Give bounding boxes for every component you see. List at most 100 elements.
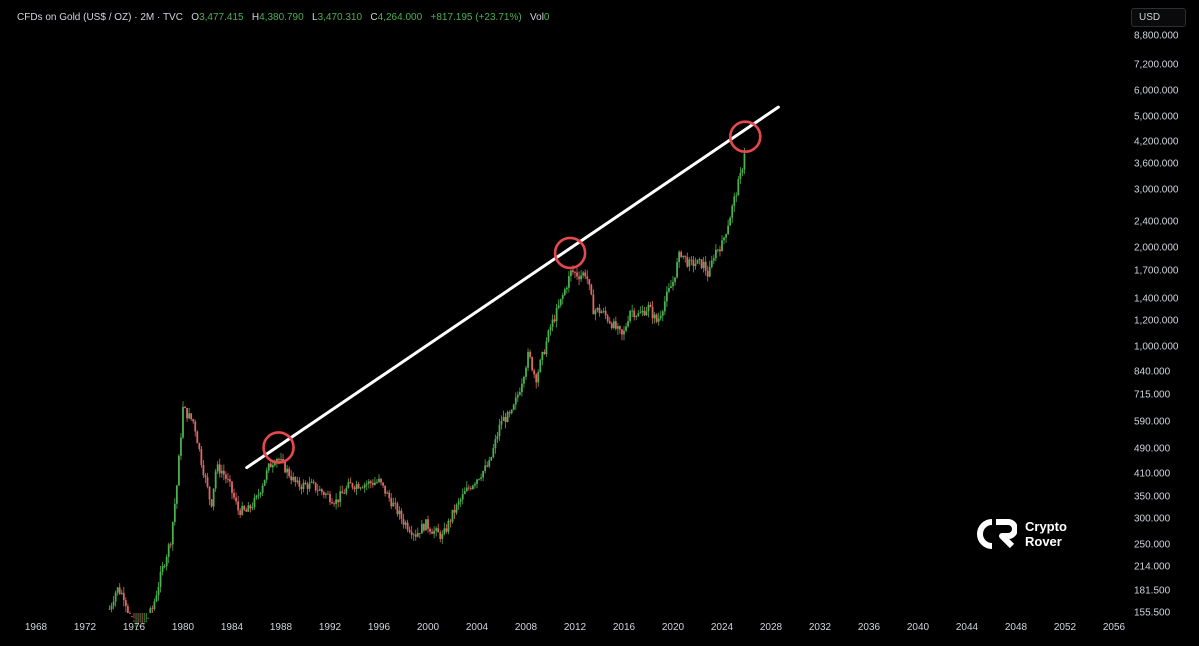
- candle-body: [200, 449, 203, 465]
- candle-body: [294, 476, 297, 483]
- close-value: 4,264.000: [377, 12, 423, 23]
- candle-body: [345, 487, 348, 494]
- candle-body: [167, 544, 170, 557]
- candle-body: [147, 617, 150, 619]
- candle-body: [498, 424, 501, 437]
- candle-body: [506, 412, 509, 423]
- candle-body: [290, 476, 293, 481]
- candle-body: [316, 490, 319, 492]
- candle-body: [402, 518, 405, 525]
- trendline[interactable]: [245, 105, 780, 470]
- candle-body: [129, 613, 131, 614]
- candle-body: [131, 616, 133, 617]
- currency-button[interactable]: USD: [1131, 8, 1186, 27]
- touch-point-circle[interactable]: [553, 236, 587, 270]
- candle-body: [629, 310, 632, 322]
- candle-body: [155, 595, 158, 602]
- candle-body: [159, 571, 162, 587]
- candle-body: [614, 321, 617, 329]
- candle-body: [649, 304, 652, 307]
- candle-body: [112, 601, 115, 606]
- candle-body: [731, 205, 734, 218]
- candle-body: [153, 601, 156, 609]
- candle-body: [304, 482, 307, 485]
- candle-body: [496, 436, 499, 440]
- candle-body: [549, 326, 552, 331]
- candle-body: [606, 315, 609, 322]
- touch-point-circle[interactable]: [728, 120, 762, 154]
- candle-body: [182, 406, 184, 438]
- candle-body: [529, 351, 531, 358]
- candle-body: [447, 520, 450, 532]
- watermark-line-1: Crypto: [1025, 519, 1067, 534]
- candle-body: [137, 629, 139, 631]
- candle-body: [737, 179, 740, 196]
- candle-body: [341, 491, 344, 494]
- candle-body: [300, 486, 303, 490]
- candle-body: [204, 475, 207, 478]
- candle-body: [535, 374, 538, 383]
- candle-body: [418, 533, 421, 534]
- candle-body: [494, 439, 497, 449]
- candle-body: [455, 504, 458, 513]
- candle-body: [284, 461, 286, 473]
- price-tick-label: 1,700.000: [1134, 265, 1179, 277]
- candle-body: [486, 465, 489, 467]
- candle-body: [547, 330, 550, 342]
- year-tick-label: 2024: [710, 622, 734, 633]
- candle-body: [339, 491, 342, 503]
- candle-body: [708, 267, 711, 277]
- candle-body: [729, 217, 732, 226]
- candle-body: [143, 623, 146, 625]
- touch-point-circle[interactable]: [262, 431, 295, 464]
- candle-body: [259, 492, 262, 495]
- candle-body: [196, 431, 199, 444]
- candle-body: [145, 621, 148, 623]
- price-tick-label: 1,400.000: [1134, 293, 1179, 305]
- candle-body: [553, 319, 556, 322]
- candle-body: [657, 318, 660, 322]
- candle-body: [335, 499, 338, 504]
- candle-body: [533, 370, 536, 375]
- candle-body: [280, 458, 282, 461]
- candle-body: [126, 606, 129, 613]
- candle-body: [733, 196, 736, 206]
- year-tick-label: 2020: [661, 622, 685, 633]
- candle-body: [347, 482, 350, 488]
- candle-body: [714, 249, 717, 259]
- candle-body: [537, 371, 540, 383]
- candle-body: [169, 544, 172, 546]
- price-tick-label: 410.000: [1134, 468, 1171, 480]
- candle-body: [616, 326, 619, 329]
- price-tick-label: 6,000.000: [1134, 85, 1179, 97]
- year-tick-label: 2008: [514, 622, 538, 633]
- candle-body: [365, 483, 368, 485]
- candle-body: [674, 277, 676, 282]
- candle-body: [474, 483, 476, 486]
- candle-body: [543, 351, 546, 355]
- candle-body: [361, 487, 364, 489]
- candle-body: [427, 519, 429, 529]
- candle-body: [386, 492, 389, 494]
- price-tick-label: 214.000: [1134, 561, 1171, 573]
- candle-body: [743, 153, 746, 170]
- candle-body: [723, 237, 725, 241]
- candle-body: [590, 284, 593, 295]
- candle-body: [525, 367, 527, 377]
- candle-body: [202, 464, 205, 476]
- candle-body: [635, 315, 638, 318]
- candle-body: [302, 482, 305, 490]
- candle-body: [271, 465, 274, 468]
- candle-body: [351, 483, 354, 488]
- candle-body: [637, 313, 640, 316]
- year-tick-label: 2028: [759, 622, 783, 633]
- candle-body: [694, 263, 697, 266]
- candle-body: [451, 509, 454, 522]
- candle-body: [353, 487, 356, 490]
- candle-body: [400, 510, 403, 519]
- candle-body: [392, 502, 395, 507]
- candle-body: [124, 600, 127, 607]
- candle-body: [645, 311, 648, 316]
- candle-body: [518, 392, 521, 395]
